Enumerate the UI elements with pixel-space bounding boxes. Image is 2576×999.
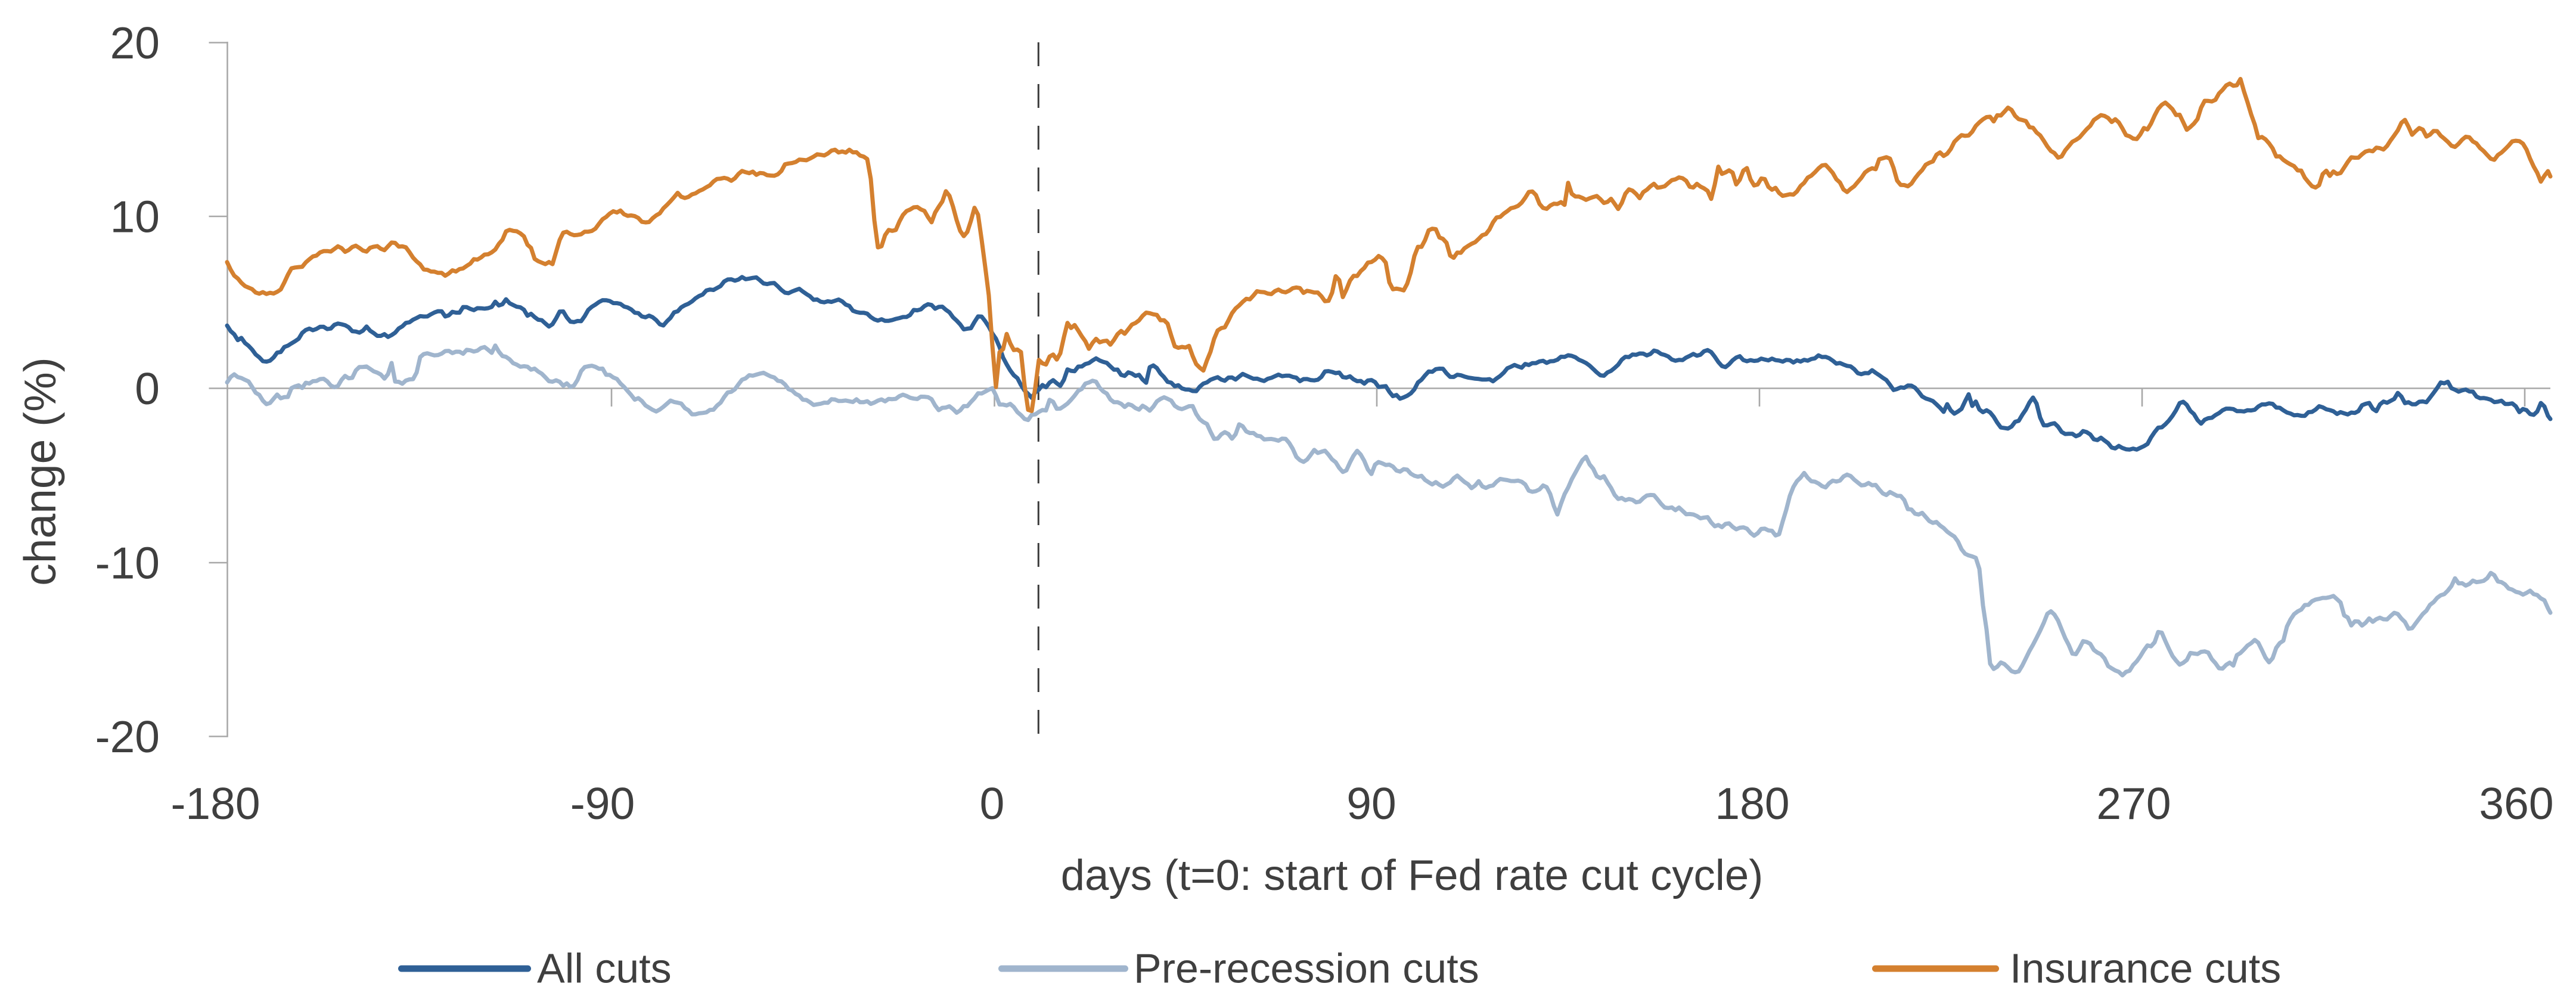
svg-text:-20: -20 xyxy=(95,712,160,762)
svg-text:360: 360 xyxy=(2479,778,2553,829)
svg-text:Pre-recession cuts: Pre-recession cuts xyxy=(1134,945,1479,992)
svg-text:0: 0 xyxy=(980,778,1005,829)
svg-text:-10: -10 xyxy=(95,538,160,588)
svg-text:change (%): change (%) xyxy=(15,357,65,586)
svg-text:180: 180 xyxy=(1715,778,1789,829)
svg-text:Insurance cuts: Insurance cuts xyxy=(2010,945,2281,992)
svg-text:0: 0 xyxy=(135,364,160,414)
svg-text:20: 20 xyxy=(110,18,160,68)
svg-text:-90: -90 xyxy=(570,778,635,829)
svg-text:-180: -180 xyxy=(170,778,260,829)
svg-text:All cuts: All cuts xyxy=(537,945,672,992)
svg-text:days (t=0: start of Fed rate c: days (t=0: start of Fed rate cut cycle) xyxy=(1061,851,1764,899)
svg-text:10: 10 xyxy=(110,192,160,242)
svg-text:270: 270 xyxy=(2096,778,2171,829)
svg-text:90: 90 xyxy=(1346,778,1396,829)
